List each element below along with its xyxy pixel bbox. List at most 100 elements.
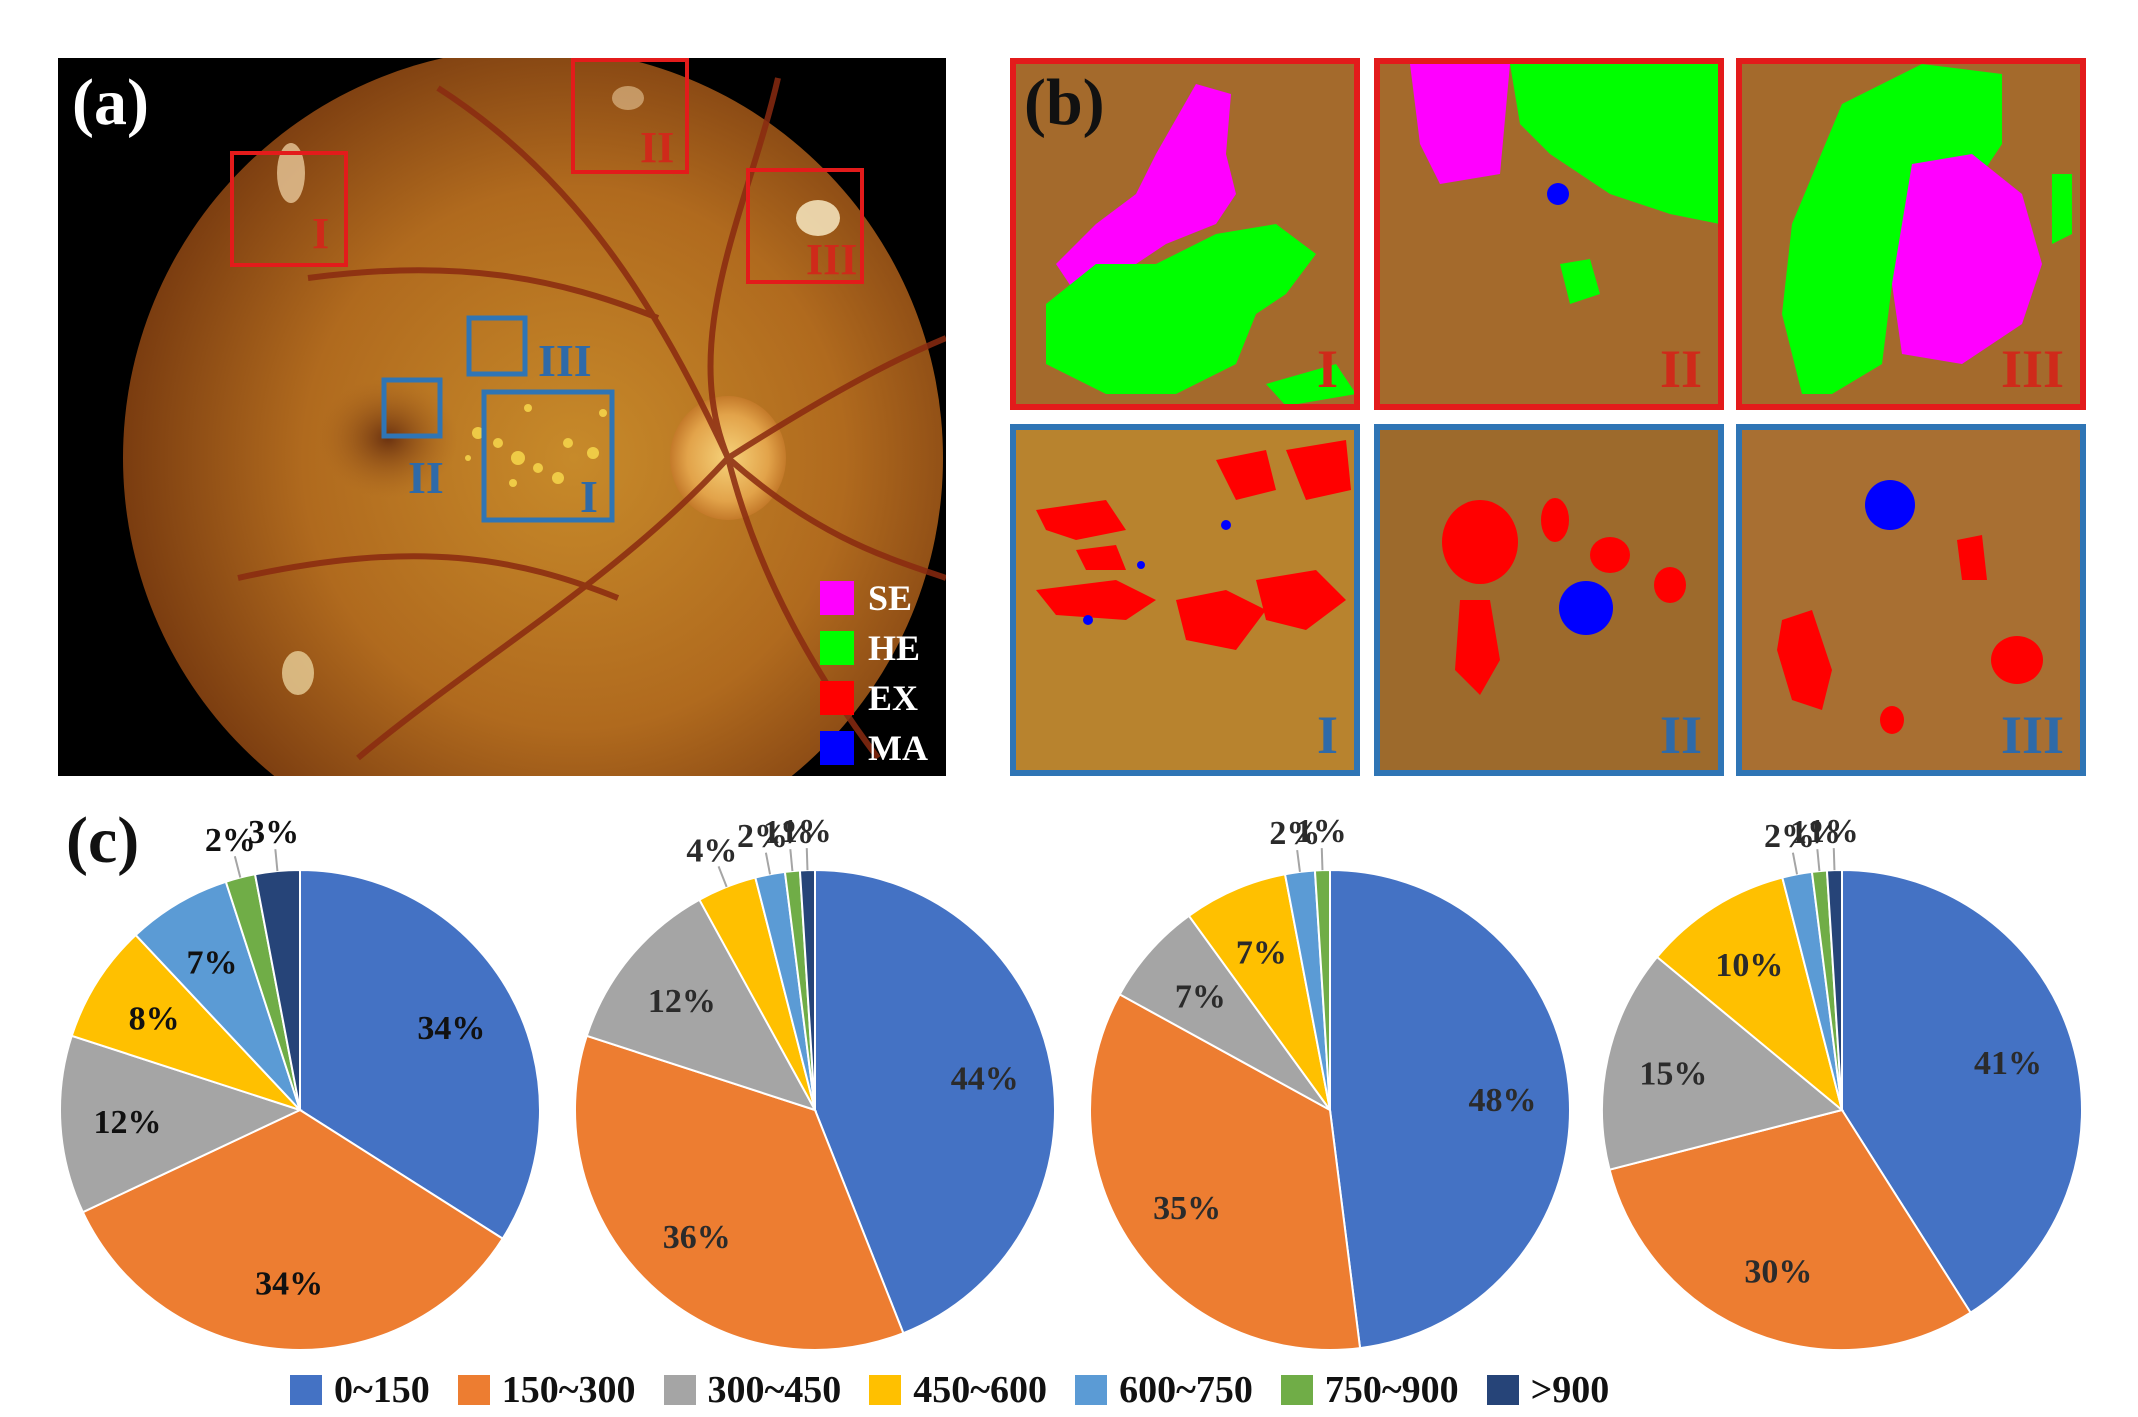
pie-1-slice-5 — [134, 880, 301, 1111]
pie-3-label-2: 35% — [1153, 1190, 1221, 1227]
pie-2-leader-6 — [789, 849, 794, 872]
pie-1-label-7: 3% — [248, 814, 299, 851]
pie-4-label-7: 1% — [1808, 813, 1859, 850]
zoom-blue-1-label: I — [1316, 705, 1338, 765]
pie-4-label-3: 15% — [1639, 1055, 1707, 1092]
pie-4-slice-2 — [1608, 1108, 1972, 1351]
pie-3-label-3: 7% — [1175, 979, 1226, 1016]
pie-2-leader-7 — [805, 848, 809, 871]
fundus-blue-label-1: I — [580, 471, 598, 522]
pie-1-label-5: 7% — [187, 944, 238, 981]
pie-2-label-2: 36% — [663, 1219, 731, 1256]
he-label: HE — [868, 628, 921, 668]
he-region — [1782, 64, 2002, 394]
pie-2-leader-4 — [717, 866, 728, 888]
pie-legend: 0~150 150~300 300~450 450~600 600~750 75… — [290, 1368, 1910, 1412]
panel-a-label: (a) — [72, 66, 149, 139]
pie-1-label-4: 8% — [129, 1000, 180, 1037]
fundus-blue-label-2: II — [408, 452, 444, 503]
zoom-blue-3-label: III — [2000, 705, 2064, 765]
zoom-red-3-label: III — [2000, 339, 2064, 399]
he-region — [1046, 224, 1316, 394]
pie-3-slice-2 — [1089, 993, 1362, 1351]
lesion-legend: SE HE EX MA — [820, 580, 928, 766]
pie-4-slice-3 — [1601, 955, 1845, 1171]
pie-1-label-1: 34% — [417, 1010, 485, 1047]
lesion-legend-item: MA — [820, 730, 928, 766]
pie-legend-item: >900 — [1486, 1371, 1609, 1409]
ma-swatch — [820, 731, 854, 765]
pie-3-slice-6 — [1313, 868, 1331, 1111]
pie-legend-item: 0~150 — [290, 1371, 430, 1409]
ma-spot — [1547, 183, 1569, 205]
fundus-image — [123, 58, 946, 776]
pie-legend-item: 150~300 — [457, 1371, 636, 1409]
pie-2-label-4: 4% — [686, 833, 737, 870]
pie-4-leader-7 — [1832, 848, 1836, 871]
pie-1-leader-6 — [233, 855, 242, 878]
pie-3-label-6: 1% — [1296, 813, 1347, 850]
lesion-legend-item: HE — [820, 630, 928, 666]
pie-4-slice-7 — [1825, 868, 1843, 1111]
pie-2-slice-7 — [798, 868, 816, 1111]
pie-1-label-3: 12% — [94, 1104, 162, 1141]
pie-3-label-1: 48% — [1468, 1082, 1536, 1119]
fundus-blue-box-2 — [381, 377, 443, 439]
ma-spot — [1865, 480, 1915, 530]
pie-4-leader-5 — [1791, 852, 1799, 875]
fundus-blue-box-3 — [466, 315, 528, 377]
pie-3-label-5: 2% — [1269, 815, 1320, 852]
pie-2-label-3: 12% — [648, 983, 716, 1020]
pie-2-label-1: 44% — [951, 1061, 1019, 1098]
ex-label: EX — [868, 678, 919, 718]
pie-3-label-4: 7% — [1236, 934, 1287, 971]
fundus-blue-box-1 — [481, 389, 615, 523]
pie-2-label-5: 2% — [737, 818, 788, 855]
fundus-blue-label-3: III — [538, 335, 592, 386]
pie-3-slice-3 — [1118, 914, 1331, 1111]
he-region — [1510, 64, 1718, 224]
fundus-red-label-3: III — [806, 235, 858, 284]
pie-4-label-6: 1% — [1790, 814, 1841, 851]
zoom-red-3: III — [1736, 58, 2086, 410]
pie-4-label-5: 2% — [1764, 818, 1815, 855]
pie-3-leader-5 — [1296, 849, 1301, 873]
pie-legend-item: 300~450 — [663, 1371, 841, 1409]
pie-2-label-7: 1% — [781, 813, 832, 850]
pie-2-label-6: 1% — [763, 814, 814, 851]
pie-1-leader-7 — [274, 849, 279, 872]
fundus-red-box-2 — [571, 58, 689, 174]
panel-c-label: (c) — [66, 804, 140, 877]
se-region — [1410, 64, 1510, 184]
zoom-blue-2: II — [1374, 424, 1724, 776]
pie-2-slice-2 — [574, 1034, 905, 1351]
fundus-red-label-1: I — [312, 209, 330, 258]
fundus-image-panel: (a) I II III I II III SE HE EX MA — [58, 58, 946, 776]
pie-4-slice-4 — [1655, 876, 1844, 1113]
panel-b-label: (b) — [1024, 66, 1105, 139]
pie-4-leader-6 — [1816, 849, 1821, 872]
pie-2-slice-1 — [814, 868, 1056, 1335]
zoom-blue-1: I — [1010, 424, 1360, 776]
pie-charts: 34%34%12%8%7%2%3%44%36%12%4% 2%1%1%48%35%… — [59, 813, 2083, 1351]
pie-4-slice-1 — [1841, 868, 2083, 1315]
ex-regions — [1036, 440, 1351, 650]
ex-regions — [1442, 498, 1686, 695]
pie-4-label-2: 30% — [1744, 1254, 1812, 1291]
pie-1-slice-4 — [70, 933, 301, 1111]
pie-1-slice-3 — [59, 1034, 303, 1214]
ex-regions — [1777, 535, 2043, 734]
se-region — [1892, 154, 2042, 364]
fundus-red-box-3 — [746, 168, 864, 284]
zoom-red-2: II — [1374, 58, 1724, 410]
fundus-red-box-1 — [230, 151, 348, 267]
se-region — [1056, 84, 1236, 294]
zoom-blue-3: III — [1736, 424, 2086, 776]
pie-2-slice-3 — [585, 898, 818, 1112]
lesion-legend-item: EX — [820, 680, 928, 716]
he-swatch — [820, 631, 854, 665]
pie-1-slice-1 — [299, 868, 541, 1240]
zoom-red-1-label: I — [1316, 339, 1338, 399]
lesion-legend-item: SE — [820, 580, 928, 616]
pie-3-slice-1 — [1329, 868, 1571, 1350]
